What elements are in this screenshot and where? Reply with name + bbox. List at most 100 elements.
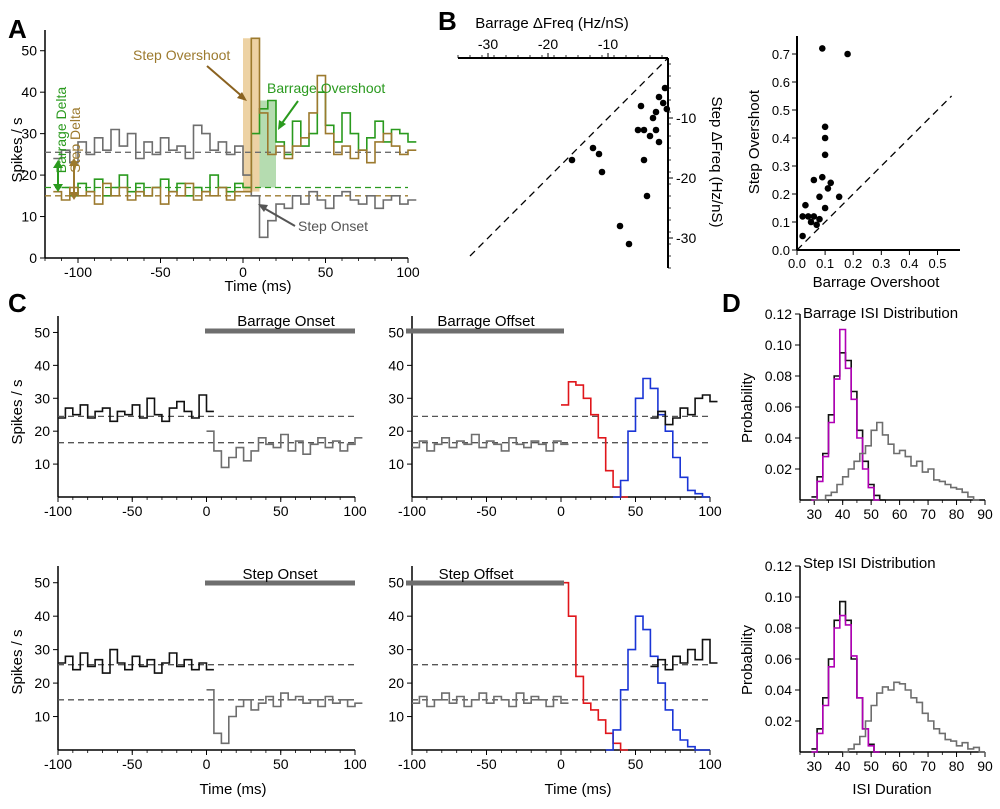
- scatter-point: [818, 45, 826, 52]
- x-tick-label: 0: [203, 503, 211, 519]
- panel-c2-plot: 10 20 30 40 50 -100 -50 0 50 100: [388, 316, 722, 519]
- x-tick-label: -100: [44, 503, 72, 519]
- barrage-overshoot-arrow-head: [278, 120, 286, 130]
- y-tick-label: 0.02: [765, 461, 792, 477]
- scatter-point: [827, 179, 835, 187]
- panel-c-barrage-offset: 10 20 30 40 50 -100 -50 0 50 100 Barrage Offset: [388, 313, 721, 519]
- y-tick-label: 50: [21, 43, 37, 59]
- panel-d1-plot: 0.02 0.04 0.06 0.08 0.10 0.12 30 40 50 60 70 80 90: [765, 306, 993, 522]
- scatter-point: [663, 105, 671, 113]
- scatter-point: [595, 150, 603, 158]
- x-tick-label: 0.1: [816, 256, 834, 271]
- x-tick-label: 0.5: [928, 256, 946, 271]
- y-tick-label: -10: [676, 110, 696, 126]
- scatter-point: [835, 193, 843, 201]
- x-tick-label: 40: [835, 506, 851, 522]
- series-step: [53, 37, 417, 205]
- panel-d2-ylabel: Probability: [739, 624, 756, 695]
- scatter-point: [821, 134, 829, 142]
- y-tick-label: 40: [34, 608, 50, 624]
- y-tick-label: 10: [388, 709, 404, 725]
- panel-c4-plot: 10 20 30 40 50 -100 -50 0 50 100: [388, 566, 722, 772]
- scatter-point: [821, 123, 829, 131]
- y-tick-label: -30: [676, 230, 696, 246]
- series-red: [561, 581, 628, 751]
- panel-c3-ylabel: Spikes / s: [9, 629, 26, 694]
- step-overshoot-label: Step Overshoot: [133, 47, 230, 63]
- panel-d1-ylabel: Probability: [739, 372, 756, 443]
- panel-letter-c: C: [8, 288, 27, 318]
- step-delta-label: Step Delta: [67, 107, 83, 173]
- series-blue: [613, 377, 710, 498]
- x-tick-label: 90: [977, 758, 993, 774]
- y-tick-label: 0.1: [772, 215, 790, 230]
- panel-letter-b: B: [438, 6, 457, 36]
- barrage-overshoot-label: Barrage Overshoot: [267, 80, 385, 96]
- x-tick-label: 80: [949, 506, 965, 522]
- panel-c4-xlabel: Time (ms): [545, 781, 612, 798]
- scatter-point: [810, 176, 818, 184]
- panel-b-scatter-overshoot: 0.0 0.1 0.2 0.3 0.4 0.5 0.6 0.7 0.0 0.1 0.2 0.3 0.4 0…: [746, 36, 960, 291]
- x-tick-label: 0.0: [788, 256, 806, 271]
- y-tick-label: 0.12: [765, 306, 792, 322]
- y-tick-label: 10: [21, 209, 37, 225]
- x-tick-label: 100: [698, 503, 722, 519]
- scatter-point: [616, 222, 624, 230]
- arrows-a: [53, 65, 299, 227]
- series-blue: [605, 615, 710, 751]
- x-tick-label: -50: [122, 503, 142, 519]
- y-tick-label: 0.0: [772, 243, 790, 258]
- x-tick-label: 0.4: [900, 256, 918, 271]
- scatter-point: [844, 50, 851, 58]
- y-tick-label: -20: [676, 170, 696, 186]
- panel-b1-xlabel: Barrage ΔFreq (Hz/nS): [475, 15, 628, 32]
- panel-b2-plot: 0.0 0.1 0.2 0.3 0.4 0.5 0.6 0.7 0.0 0.1 0.2 0.3 0.4 0…: [772, 36, 960, 271]
- x-tick-label: 70: [920, 506, 936, 522]
- step-isi-title: Step ISI Distribution: [803, 555, 936, 572]
- scatter-point: [659, 99, 667, 107]
- x-tick-label: 30: [806, 506, 822, 522]
- x-tick-label: -30: [478, 36, 498, 52]
- step-onset-arrow: [261, 206, 296, 227]
- x-tick-label: 50: [863, 758, 879, 774]
- series-dark: [58, 648, 214, 674]
- series-dark: [58, 394, 214, 423]
- x-tick-label: 90: [977, 506, 993, 522]
- panel-d2-plot: 0.02 0.04 0.06 0.08 0.10 0.12 30 40 50 60 70 80 90: [765, 558, 993, 774]
- y-tick-label: 0.06: [765, 651, 792, 667]
- y-tick-label: 50: [34, 324, 50, 340]
- scatter-point: [818, 173, 826, 181]
- scatter-point: [568, 156, 576, 164]
- scatter-point: [643, 192, 651, 200]
- x-tick-label: -100: [398, 756, 426, 772]
- x-tick-label: 50: [273, 756, 289, 772]
- y-tick-label: 0.5: [772, 103, 790, 118]
- panel-d2-xlabel: ISI Duration: [852, 781, 931, 798]
- y-tick-label: 20: [34, 675, 50, 691]
- scatter-point: [821, 204, 829, 212]
- step-delta-arrow-head-top: [69, 158, 79, 166]
- y-tick-label: 0.6: [772, 75, 790, 90]
- y-tick-label: 10: [34, 456, 50, 472]
- scatter-point: [802, 201, 809, 209]
- y-tick-label: 0.10: [765, 589, 792, 605]
- x-tick-label: 100: [698, 756, 722, 772]
- x-tick-label: -50: [476, 756, 496, 772]
- series-barrage: [61, 91, 417, 197]
- scatter-point: [661, 84, 669, 92]
- panel-b1-ylabel: Step ΔFreq (Hz/nS): [708, 97, 725, 228]
- series-gray: [814, 421, 980, 501]
- series-dark: [811, 352, 886, 501]
- y-tick-label: 0.04: [765, 682, 792, 698]
- y-tick-label: 50: [34, 575, 50, 591]
- y-tick-label: 20: [21, 167, 37, 183]
- scatter-point: [799, 213, 806, 220]
- panel-c-barrage-onset: 10 20 30 40 50 -100 -50 0 50 100 Barrage Onset Sp…: [9, 313, 367, 519]
- y-tick-label: 40: [388, 608, 404, 624]
- step-offset-title: Step Offset: [439, 566, 515, 583]
- step-overshoot-arrow: [206, 65, 245, 99]
- scatter-point: [625, 240, 633, 248]
- y-tick-label: 0.08: [765, 368, 792, 384]
- panel-d-barrage-isi: 0.02 0.04 0.06 0.08 0.10 0.12 30 40 50 60 70 80 90 B…: [739, 305, 993, 522]
- scatter-point: [646, 132, 654, 140]
